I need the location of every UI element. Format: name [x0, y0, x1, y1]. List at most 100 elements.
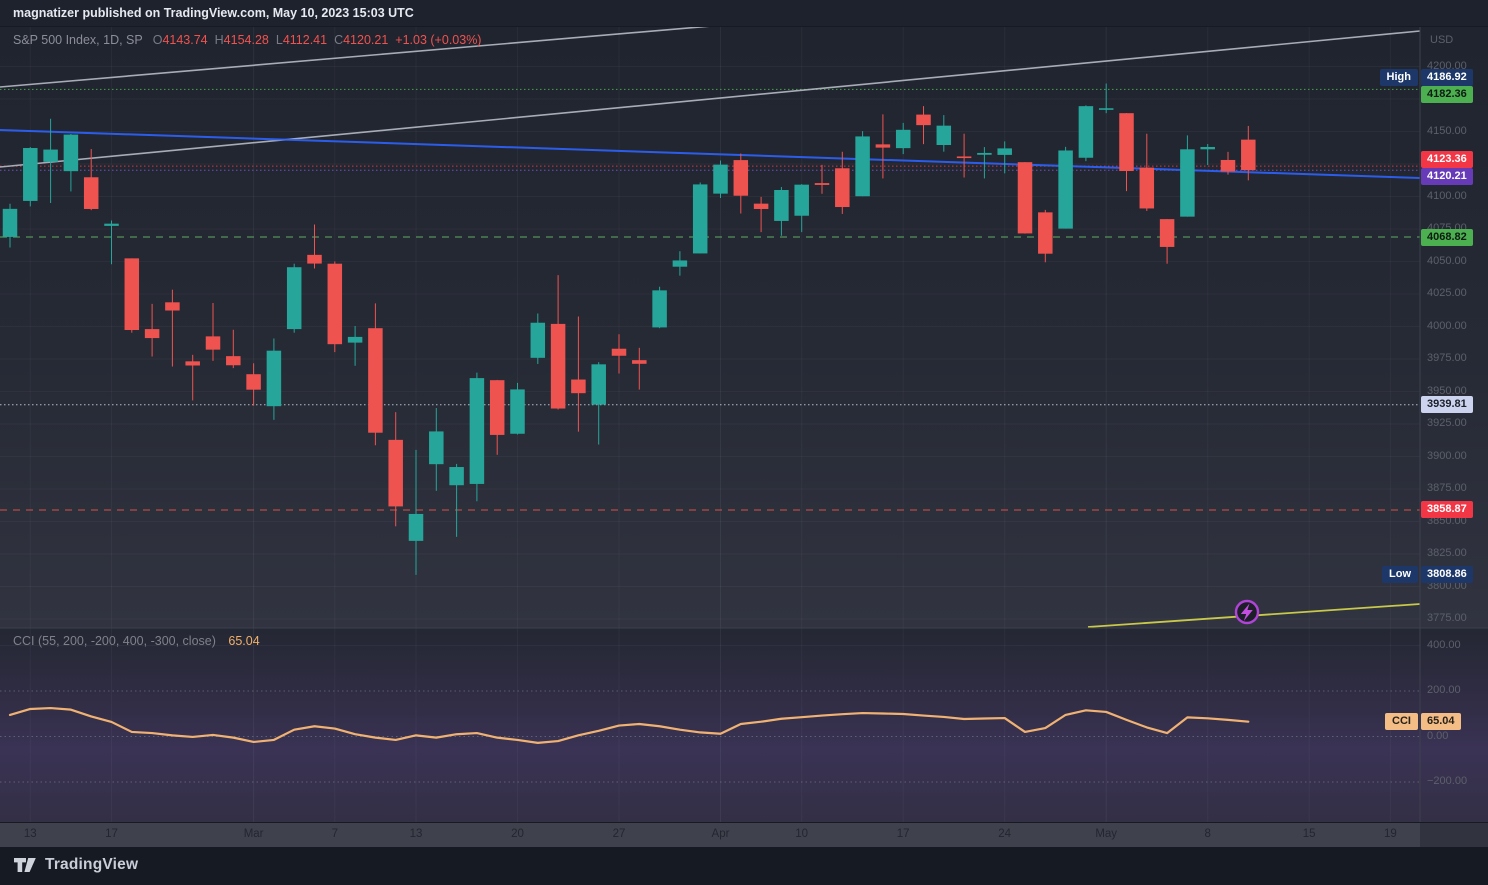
trendline-wedge-upper-white: [0, 26, 722, 88]
cci-tick-label: −200.00: [1427, 775, 1468, 787]
candle: [632, 347, 647, 390]
time-label: 13: [409, 828, 423, 840]
candle-body: [388, 439, 403, 507]
ohlc-value: 4112.41: [282, 33, 328, 47]
candle-body: [1098, 108, 1114, 110]
time-label: 17: [105, 828, 118, 840]
ohlc-key: H: [214, 33, 224, 47]
candle: [1038, 209, 1053, 263]
tradingview-brand[interactable]: TradingView: [13, 856, 138, 874]
price-tick-label: 3925.00: [1427, 417, 1467, 429]
candle: [104, 220, 119, 265]
candle: [875, 114, 891, 179]
attribution-bar: magnatizer published on TradingView.com,…: [0, 0, 1488, 27]
price-tick-label: 3900.00: [1427, 449, 1467, 462]
candle-body: [489, 380, 505, 435]
candle: [449, 463, 464, 537]
candle: [997, 141, 1012, 174]
ohlc-key: O: [152, 33, 163, 47]
cci-value: 65.04: [228, 634, 260, 648]
time-label: 17: [896, 828, 910, 840]
candle: [1200, 143, 1215, 166]
axis-price-badge: 4068.82: [1421, 228, 1473, 246]
candle: [83, 149, 99, 211]
candle-body: [1159, 219, 1175, 247]
candle: [835, 151, 850, 214]
tradingview-logo-icon: [14, 858, 36, 872]
time-label: 8: [1204, 828, 1211, 840]
candle: [347, 325, 363, 366]
time-label: 7: [331, 828, 338, 840]
time-label: 15: [1302, 828, 1316, 840]
ohlc-key: C: [334, 33, 344, 47]
candle-body: [611, 348, 627, 356]
candle-body: [632, 360, 647, 364]
candle-body: [23, 148, 38, 201]
candle: [753, 196, 769, 233]
candle: [611, 334, 627, 374]
candle-body: [1180, 149, 1195, 217]
candle: [510, 382, 525, 435]
axis-price-badge: 4182.36: [1421, 86, 1473, 104]
candle-body: [124, 258, 140, 331]
chart-canvas[interactable]: [0, 0, 1488, 822]
candle: [550, 275, 566, 410]
candle-body: [165, 302, 180, 311]
lightning-marker[interactable]: [1234, 599, 1260, 625]
candle-body: [449, 467, 464, 486]
candle-body: [895, 129, 911, 149]
currency-label: USD: [1430, 34, 1454, 46]
candle: [307, 224, 322, 269]
time-label: Mar: [243, 828, 264, 840]
candle: [814, 164, 830, 194]
candle-body: [408, 513, 424, 541]
candle-body: [1200, 146, 1215, 150]
candle-body: [794, 184, 809, 216]
symbol-title: S&P 500 Index, 1D, SP: [13, 33, 143, 47]
candle-body: [814, 183, 830, 185]
candle: [469, 372, 485, 502]
cci-tick-label: 400.00: [1427, 638, 1461, 651]
candle-body: [977, 152, 992, 155]
time-axis[interactable]: 13 17 Mar 7 13 20 27 Apr 10 17 24 May 8 15 19: [0, 822, 1420, 848]
time-label: 20: [511, 828, 524, 840]
candle: [571, 316, 586, 432]
candle-body: [368, 328, 383, 433]
candle: [1180, 135, 1195, 217]
candle: [63, 133, 79, 192]
candle: [977, 147, 992, 179]
candle: [43, 118, 58, 203]
price-tick-label: 3950.00: [1427, 384, 1467, 397]
candle-body: [591, 364, 606, 405]
attribution-text: magnatizer published on TradingView.com,…: [13, 6, 414, 20]
time-label: May: [1095, 828, 1118, 840]
candle-body: [185, 361, 200, 366]
ohlc-value: 4143.74: [162, 33, 208, 47]
candle: [591, 362, 606, 445]
candle: [956, 133, 972, 178]
candle: [713, 160, 728, 199]
price-tick-label: 4150.00: [1427, 124, 1467, 137]
axis-tag-low: Low: [1382, 566, 1418, 584]
candle-body: [1241, 139, 1256, 171]
candle: [1241, 125, 1256, 181]
price-tick-label: 4000.00: [1427, 319, 1467, 332]
candle: [855, 131, 870, 197]
price-tick-label: 3975.00: [1427, 352, 1467, 364]
candle: [205, 302, 221, 361]
candle: [1058, 146, 1073, 229]
candle-body: [936, 125, 952, 146]
candle-body: [652, 290, 667, 328]
candle-body: [83, 177, 99, 209]
candle: [1139, 133, 1155, 211]
candle-body: [104, 223, 119, 226]
candle-body: [956, 156, 972, 159]
candle: [672, 251, 688, 276]
candle-body: [1139, 167, 1155, 209]
candle-body: [672, 260, 688, 267]
price-tick-label: 3825.00: [1427, 547, 1467, 559]
candle: [489, 379, 505, 455]
lightning-icon: [1240, 603, 1253, 621]
